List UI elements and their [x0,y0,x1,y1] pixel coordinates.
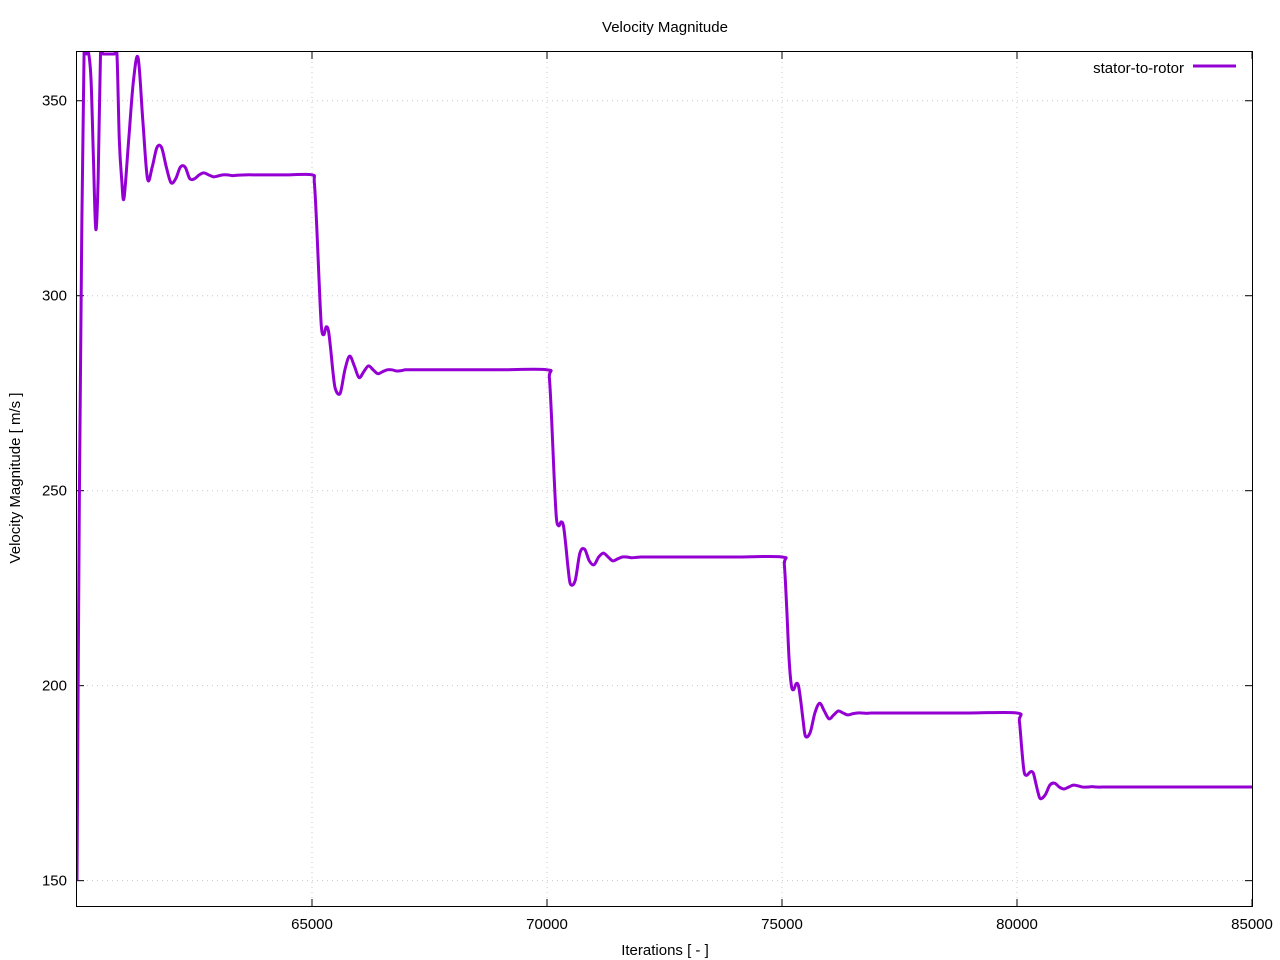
series-layer [77,52,1252,881]
plot-frame [76,51,1253,907]
x-tick-label: 80000 [996,916,1038,933]
y-tick-label: 300 [42,288,67,305]
x-tick-label: 75000 [761,916,803,933]
legend-label: stator-to-rotor [1093,60,1184,77]
y-tick-label: 150 [42,873,67,890]
x-tick-label: 65000 [291,916,333,933]
y-axis-label: Velocity Magnitude [ m/s ] [7,393,24,564]
y-tick-label: 350 [42,93,67,110]
tick-layer: 65000 70000 75000 80000 85000 150 200 250 300 350 [42,52,1273,933]
x-tick-label: 70000 [526,916,568,933]
legend: stator-to-rotor [1093,60,1236,77]
x-tick-label: 85000 [1231,916,1273,933]
y-tick-label: 250 [42,483,67,500]
y-tick-label: 200 [42,678,67,695]
series-line-0 [77,52,1252,881]
chart-title: Velocity Magnitude [602,19,728,36]
x-axis-label: Iterations [ - ] [621,942,709,959]
grid-layer [77,52,1252,906]
